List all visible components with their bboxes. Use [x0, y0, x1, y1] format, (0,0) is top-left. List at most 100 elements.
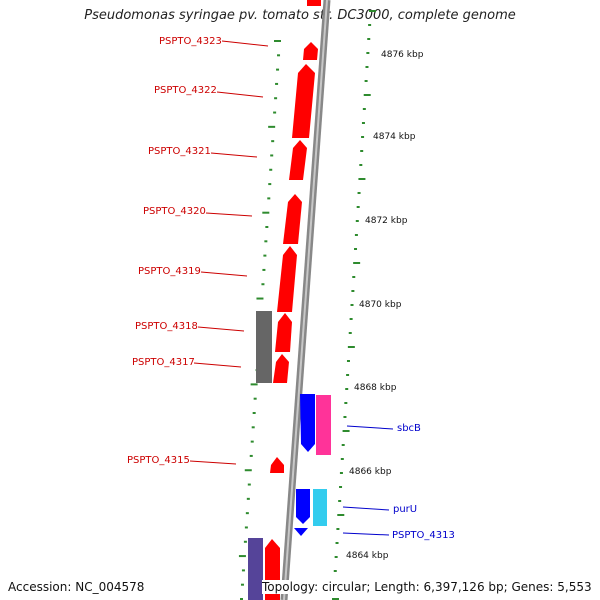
major-tick	[274, 40, 281, 42]
major-tick	[342, 430, 350, 432]
minor-tick	[341, 444, 345, 446]
minor-tick	[362, 108, 366, 110]
minor-tick	[336, 528, 340, 530]
minor-tick	[263, 254, 267, 257]
minor-tick	[261, 283, 265, 286]
minor-tick	[269, 168, 273, 171]
minor-tick	[338, 500, 342, 502]
scale-label-4864: 4864 kbp	[346, 551, 389, 561]
major-tick	[337, 514, 345, 516]
minor-tick	[361, 136, 365, 138]
minor-tick	[360, 150, 364, 152]
scale-label-4868: 4868 kbp	[354, 383, 397, 393]
gene-pspto-4318[interactable]	[275, 313, 292, 352]
minor-tick	[346, 374, 350, 376]
label-pspto-4315[interactable]: PSPTO_4315	[127, 455, 190, 466]
minor-tick	[241, 569, 245, 572]
gene-pspto-4322[interactable]	[292, 64, 315, 138]
minor-tick	[339, 472, 343, 474]
gene-sbcB-partner[interactable]	[316, 395, 331, 455]
minor-tick	[368, 24, 372, 26]
scale-label-4874: 4874 kbp	[373, 132, 416, 142]
major-tick	[363, 94, 371, 96]
gene-purU[interactable]	[296, 489, 310, 524]
leader-line	[342, 506, 390, 511]
minor-tick	[333, 570, 337, 572]
label-pspto-4318[interactable]: PSPTO_4318	[135, 321, 198, 332]
minor-tick	[264, 240, 268, 243]
major-tick	[250, 383, 258, 386]
label-pspto-4319[interactable]: PSPTO_4319	[138, 266, 201, 277]
minor-tick	[359, 164, 363, 166]
label-pspto-4322[interactable]: PSPTO_4322	[154, 85, 217, 96]
label-pspto-4313[interactable]: PSPTO_4313	[392, 530, 455, 541]
minor-tick	[277, 54, 281, 57]
label-pspto-4323[interactable]: PSPTO_4323	[159, 36, 222, 47]
scale-labels: 4876 kbp 4874 kbp 4872 kbp 4870 kbp 4868…	[346, 50, 424, 561]
minor-tick	[351, 290, 355, 292]
major-tick	[244, 469, 252, 472]
minor-tick	[240, 583, 244, 586]
minor-tick	[274, 97, 278, 100]
gene-pspto-4323[interactable]	[303, 42, 318, 60]
gene-purU-partner[interactable]	[313, 489, 327, 526]
label-purU[interactable]: purU	[393, 504, 417, 515]
leader-line	[200, 271, 248, 277]
topology-text: Topology: circular; Length: 6,397,126 bp…	[262, 580, 592, 594]
major-tick	[238, 555, 246, 558]
gene-gray-4318[interactable]	[256, 311, 272, 383]
label-pspto-4317[interactable]: PSPTO_4317	[132, 357, 195, 368]
gene-pspto-4319[interactable]	[277, 246, 297, 312]
gene-pspto-4315[interactable]	[270, 457, 284, 473]
minor-tick	[339, 486, 343, 488]
minor-tick	[361, 122, 365, 124]
gene-pspto-4317[interactable]	[273, 354, 289, 383]
leader-line	[193, 362, 242, 368]
major-tick	[268, 125, 276, 128]
minor-tick	[355, 220, 359, 222]
gene-pspto-4320[interactable]	[283, 194, 302, 244]
leader-line	[210, 152, 258, 158]
major-tick	[347, 346, 355, 348]
minor-tick	[335, 542, 339, 544]
gene-top-partial[interactable]	[307, 0, 321, 6]
minor-tick	[334, 556, 338, 558]
minor-tick	[356, 206, 360, 208]
minor-tick	[267, 197, 271, 200]
minor-tick	[244, 526, 248, 529]
major-tick	[358, 178, 366, 180]
gene-sbcB[interactable]	[300, 394, 315, 452]
minor-tick	[352, 276, 356, 278]
minor-tick	[271, 140, 275, 143]
minor-tick	[357, 192, 361, 194]
minor-tick	[245, 512, 249, 515]
map-title: Pseudomonas syringae pv. tomato str. DC3…	[84, 8, 516, 23]
leader-line	[346, 425, 394, 430]
leader-line	[216, 91, 264, 98]
scale-label-4870: 4870 kbp	[359, 300, 402, 310]
minor-tick	[250, 440, 254, 443]
minor-tick	[367, 38, 371, 40]
leader-line	[189, 460, 237, 465]
label-pspto-4321[interactable]: PSPTO_4321	[148, 146, 211, 157]
minor-tick	[253, 397, 257, 400]
gene-pspto-4313[interactable]	[294, 528, 308, 536]
minor-tick	[246, 497, 250, 500]
label-pspto-4320[interactable]: PSPTO_4320	[143, 206, 206, 217]
major-tick	[262, 211, 270, 214]
scale-label-4872: 4872 kbp	[365, 216, 408, 226]
minor-tick	[350, 304, 354, 306]
minor-tick	[354, 248, 358, 250]
minor-tick	[249, 454, 253, 457]
minor-tick	[273, 111, 277, 114]
minor-tick	[276, 68, 280, 71]
leader-line	[197, 326, 245, 332]
gene-purple-bottom[interactable]	[248, 538, 263, 600]
label-sbcB[interactable]: sbcB	[397, 423, 421, 434]
minor-tick	[265, 226, 269, 228]
minor-tick	[247, 483, 251, 486]
gene-pspto-4321[interactable]	[289, 140, 307, 180]
scale-label-4866: 4866 kbp	[349, 467, 392, 477]
minor-tick	[343, 416, 347, 418]
minor-tick	[366, 52, 370, 54]
